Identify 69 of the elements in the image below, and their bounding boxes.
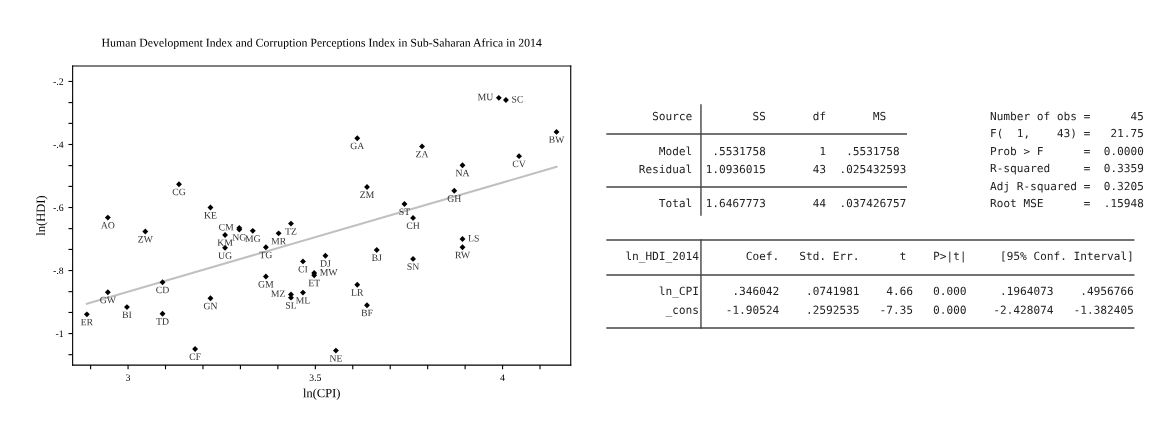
data-label: GN: [203, 302, 218, 310]
data-label: TD: [156, 318, 169, 325]
data-label: SC: [512, 95, 523, 103]
data-label: BI: [122, 311, 132, 319]
data-label: GW: [100, 296, 116, 304]
data-label: MU: [477, 93, 494, 101]
text: Number of obs = 45: [990, 111, 1143, 121]
y-tick-label: -.8: [53, 267, 64, 275]
data-label: LR: [351, 289, 364, 296]
y-tick-label: -.4: [53, 141, 64, 149]
data-label: MR: [271, 237, 287, 245]
data-label: GA: [350, 142, 365, 150]
text: F( 1, 43) = 21.75: [991, 128, 1143, 139]
data-label: CM: [219, 223, 234, 231]
x-axis-title: ln(CPI): [303, 388, 340, 400]
text: Root MSE = .15948: [990, 198, 1144, 208]
text: Adj R-squared = 0.3205: [990, 181, 1143, 193]
data-label: CG: [172, 188, 186, 196]
y-tick-label: -.2: [53, 78, 64, 85]
data-label: ZA: [416, 150, 429, 158]
chart-title: Human Development Index and Corruption Perceptions Index in Sub-Saharan Africa in 2014: [101, 38, 542, 50]
data-label: KM: [217, 239, 233, 246]
data-label: NA: [455, 169, 470, 177]
data-label: TG: [259, 251, 273, 259]
text: Residual 1.0936015 43 .025432593: [639, 164, 906, 174]
data-label: SL: [285, 302, 297, 309]
y-axis-title: ln(HDI): [36, 195, 48, 236]
data-label: ER: [80, 318, 94, 326]
data-label: ET: [308, 279, 320, 287]
data-label: GM: [258, 281, 274, 288]
data-label: ML: [295, 297, 310, 304]
data-label: SN: [407, 263, 420, 270]
data-label: NG: [232, 234, 247, 241]
data-label: ZM: [360, 191, 375, 198]
data-label: CF: [189, 353, 201, 361]
data-label: MG: [245, 235, 261, 242]
data-label: BF: [361, 309, 373, 317]
text: Prob > F = 0.0000: [991, 146, 1144, 156]
data-label: BW: [548, 136, 565, 143]
data-label: DJ: [320, 260, 331, 267]
y-tick-label: -1: [55, 330, 64, 337]
data-label: LS: [468, 234, 479, 242]
data-label: BJ: [371, 254, 382, 262]
data-label: MZ: [271, 290, 285, 297]
data-label: KE: [204, 212, 217, 219]
data-label: UG: [218, 252, 232, 259]
data-label: TZ: [285, 228, 297, 235]
x-tick-label: 4: [500, 374, 505, 381]
text: R-squared = 0.3359: [990, 163, 1144, 175]
data-label: MW: [320, 269, 338, 276]
data-label: ZW: [138, 236, 153, 243]
text: ln_HDI_2014 Coef. Std. Err. t P>|t| [95% Conf. Interval]: [626, 251, 1132, 263]
text: ln_CPI .346042 .0741981 4.66 0.000 .1964073 .4956766: [659, 286, 1134, 298]
x-tick-label: 3.5: [309, 374, 322, 381]
data-label: CH: [406, 222, 420, 229]
data-label: GH: [447, 195, 461, 202]
data-label: RW: [455, 251, 471, 259]
data-label: ST: [399, 208, 410, 216]
data-label: CV: [512, 160, 526, 168]
data-label: NE: [329, 355, 342, 362]
data-label: CD: [156, 286, 169, 294]
text: _cons -1.90524 .2592535 -7.35 0.000 -2.428074 -1.382405: [665, 305, 1133, 317]
data-label: CI: [298, 265, 308, 273]
text: Source SS df MS: [652, 111, 886, 121]
data-label: AO: [100, 222, 115, 229]
text: Total 1.6467773 44 .037426757: [659, 198, 906, 208]
text: Model .5531758 1 .5531758: [659, 146, 899, 156]
x-tick-label: 3: [126, 374, 131, 381]
y-tick-label: -.6: [53, 204, 64, 212]
